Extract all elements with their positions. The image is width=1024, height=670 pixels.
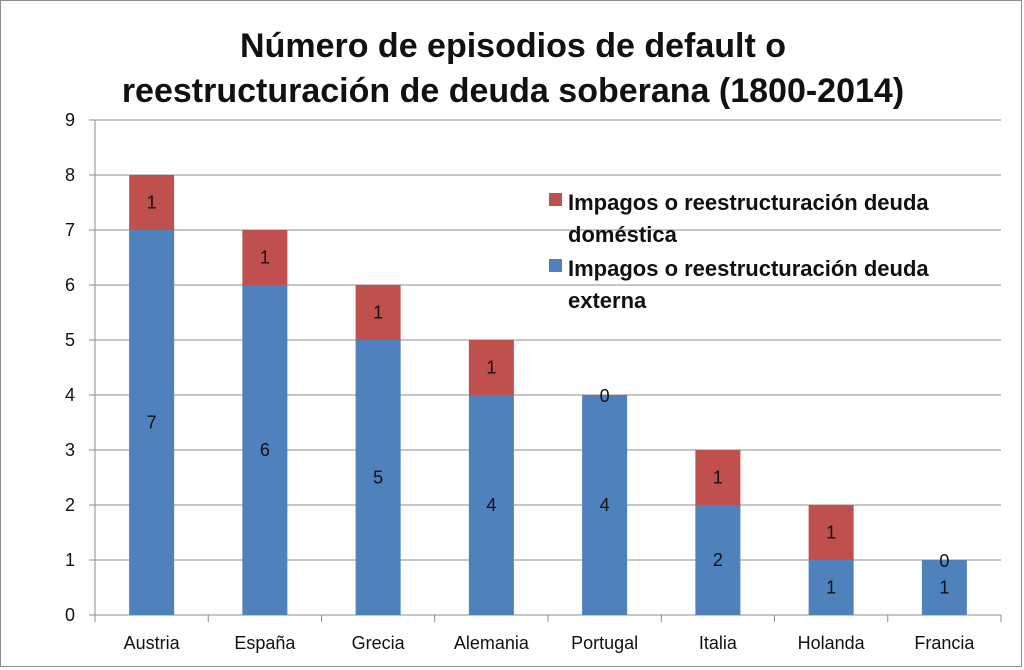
data-label-domestica: 1 — [373, 303, 383, 323]
y-tick-label: 5 — [65, 330, 75, 350]
data-labels: 7 1 6 1 5 1 4 1 4 0 2 1 1 1 1 0 — [147, 193, 950, 598]
bar-domestica — [695, 450, 741, 505]
data-label-externa: 4 — [486, 495, 496, 515]
bar-domestica — [355, 285, 401, 340]
bar-externa — [582, 395, 628, 615]
y-tick-label: 6 — [65, 275, 75, 295]
data-label-externa: 6 — [260, 440, 270, 460]
x-tick-label: España — [234, 633, 296, 653]
bar-domestica — [808, 505, 854, 560]
y-tick-label: 2 — [65, 495, 75, 515]
bar-externa — [242, 285, 288, 615]
chart-title-line: Número de episodios de default o — [240, 27, 786, 65]
data-label-externa: 7 — [147, 413, 157, 433]
legend-label: externa — [568, 288, 647, 313]
bar-externa — [468, 395, 514, 615]
legend-swatch — [549, 259, 562, 272]
axes: 0 1 2 3 4 5 6 7 8 9 Austria España Grecia Alemania Por… — [65, 110, 1002, 653]
data-label-externa: 1 — [826, 578, 836, 598]
data-label-domestica: 1 — [486, 358, 496, 378]
y-tick-label: 1 — [65, 550, 75, 570]
bar-externa — [355, 340, 401, 615]
bar-domestica — [129, 175, 175, 230]
x-tick-label: Francia — [914, 633, 975, 653]
data-label-domestica: 1 — [826, 523, 836, 543]
chart-title-line: reestructuración de deuda soberana (1800… — [122, 72, 904, 110]
legend-label: Impagos o reestructuración deuda — [568, 256, 929, 281]
data-label-domestica: 1 — [713, 468, 723, 488]
data-label-domestica: 1 — [260, 248, 270, 268]
bar-externa — [921, 560, 967, 615]
legend-label: Impagos o reestructuración deuda — [568, 190, 929, 215]
y-tick-label: 8 — [65, 165, 75, 185]
y-tick-label: 9 — [65, 110, 75, 130]
x-tick-label: Portugal — [571, 633, 638, 653]
legend-swatch — [549, 193, 562, 206]
y-tick-label: 3 — [65, 440, 75, 460]
data-label-domestica: 0 — [939, 551, 949, 571]
bar-domestica — [468, 340, 514, 395]
gridlines — [95, 119, 1001, 561]
data-label-domestica: 1 — [147, 193, 157, 213]
data-label-externa: 1 — [939, 578, 949, 598]
bars — [129, 175, 967, 615]
bar-externa — [695, 505, 741, 615]
x-tick-label: Austria — [124, 633, 181, 653]
bar-externa — [129, 230, 175, 615]
data-label-externa: 5 — [373, 468, 383, 488]
x-tick-label: Grecia — [352, 633, 406, 653]
y-tick-label: 7 — [65, 220, 75, 240]
y-tick-label: 4 — [65, 385, 75, 405]
bar-domestica — [242, 230, 288, 285]
legend-label: doméstica — [568, 222, 678, 247]
legend: Impagos o reestructuración deuda doméstic… — [549, 190, 929, 313]
data-label-externa: 2 — [713, 550, 723, 570]
x-tick-label: Holanda — [798, 633, 866, 653]
data-label-domestica: 0 — [600, 386, 610, 406]
x-tick-label: Italia — [699, 633, 738, 653]
y-tick-label: 0 — [65, 605, 75, 625]
data-label-externa: 4 — [600, 495, 610, 515]
chart-title: Número de episodios de default o reestruc… — [122, 27, 904, 110]
x-tick-label: Alemania — [454, 633, 530, 653]
bar-externa — [808, 560, 854, 615]
